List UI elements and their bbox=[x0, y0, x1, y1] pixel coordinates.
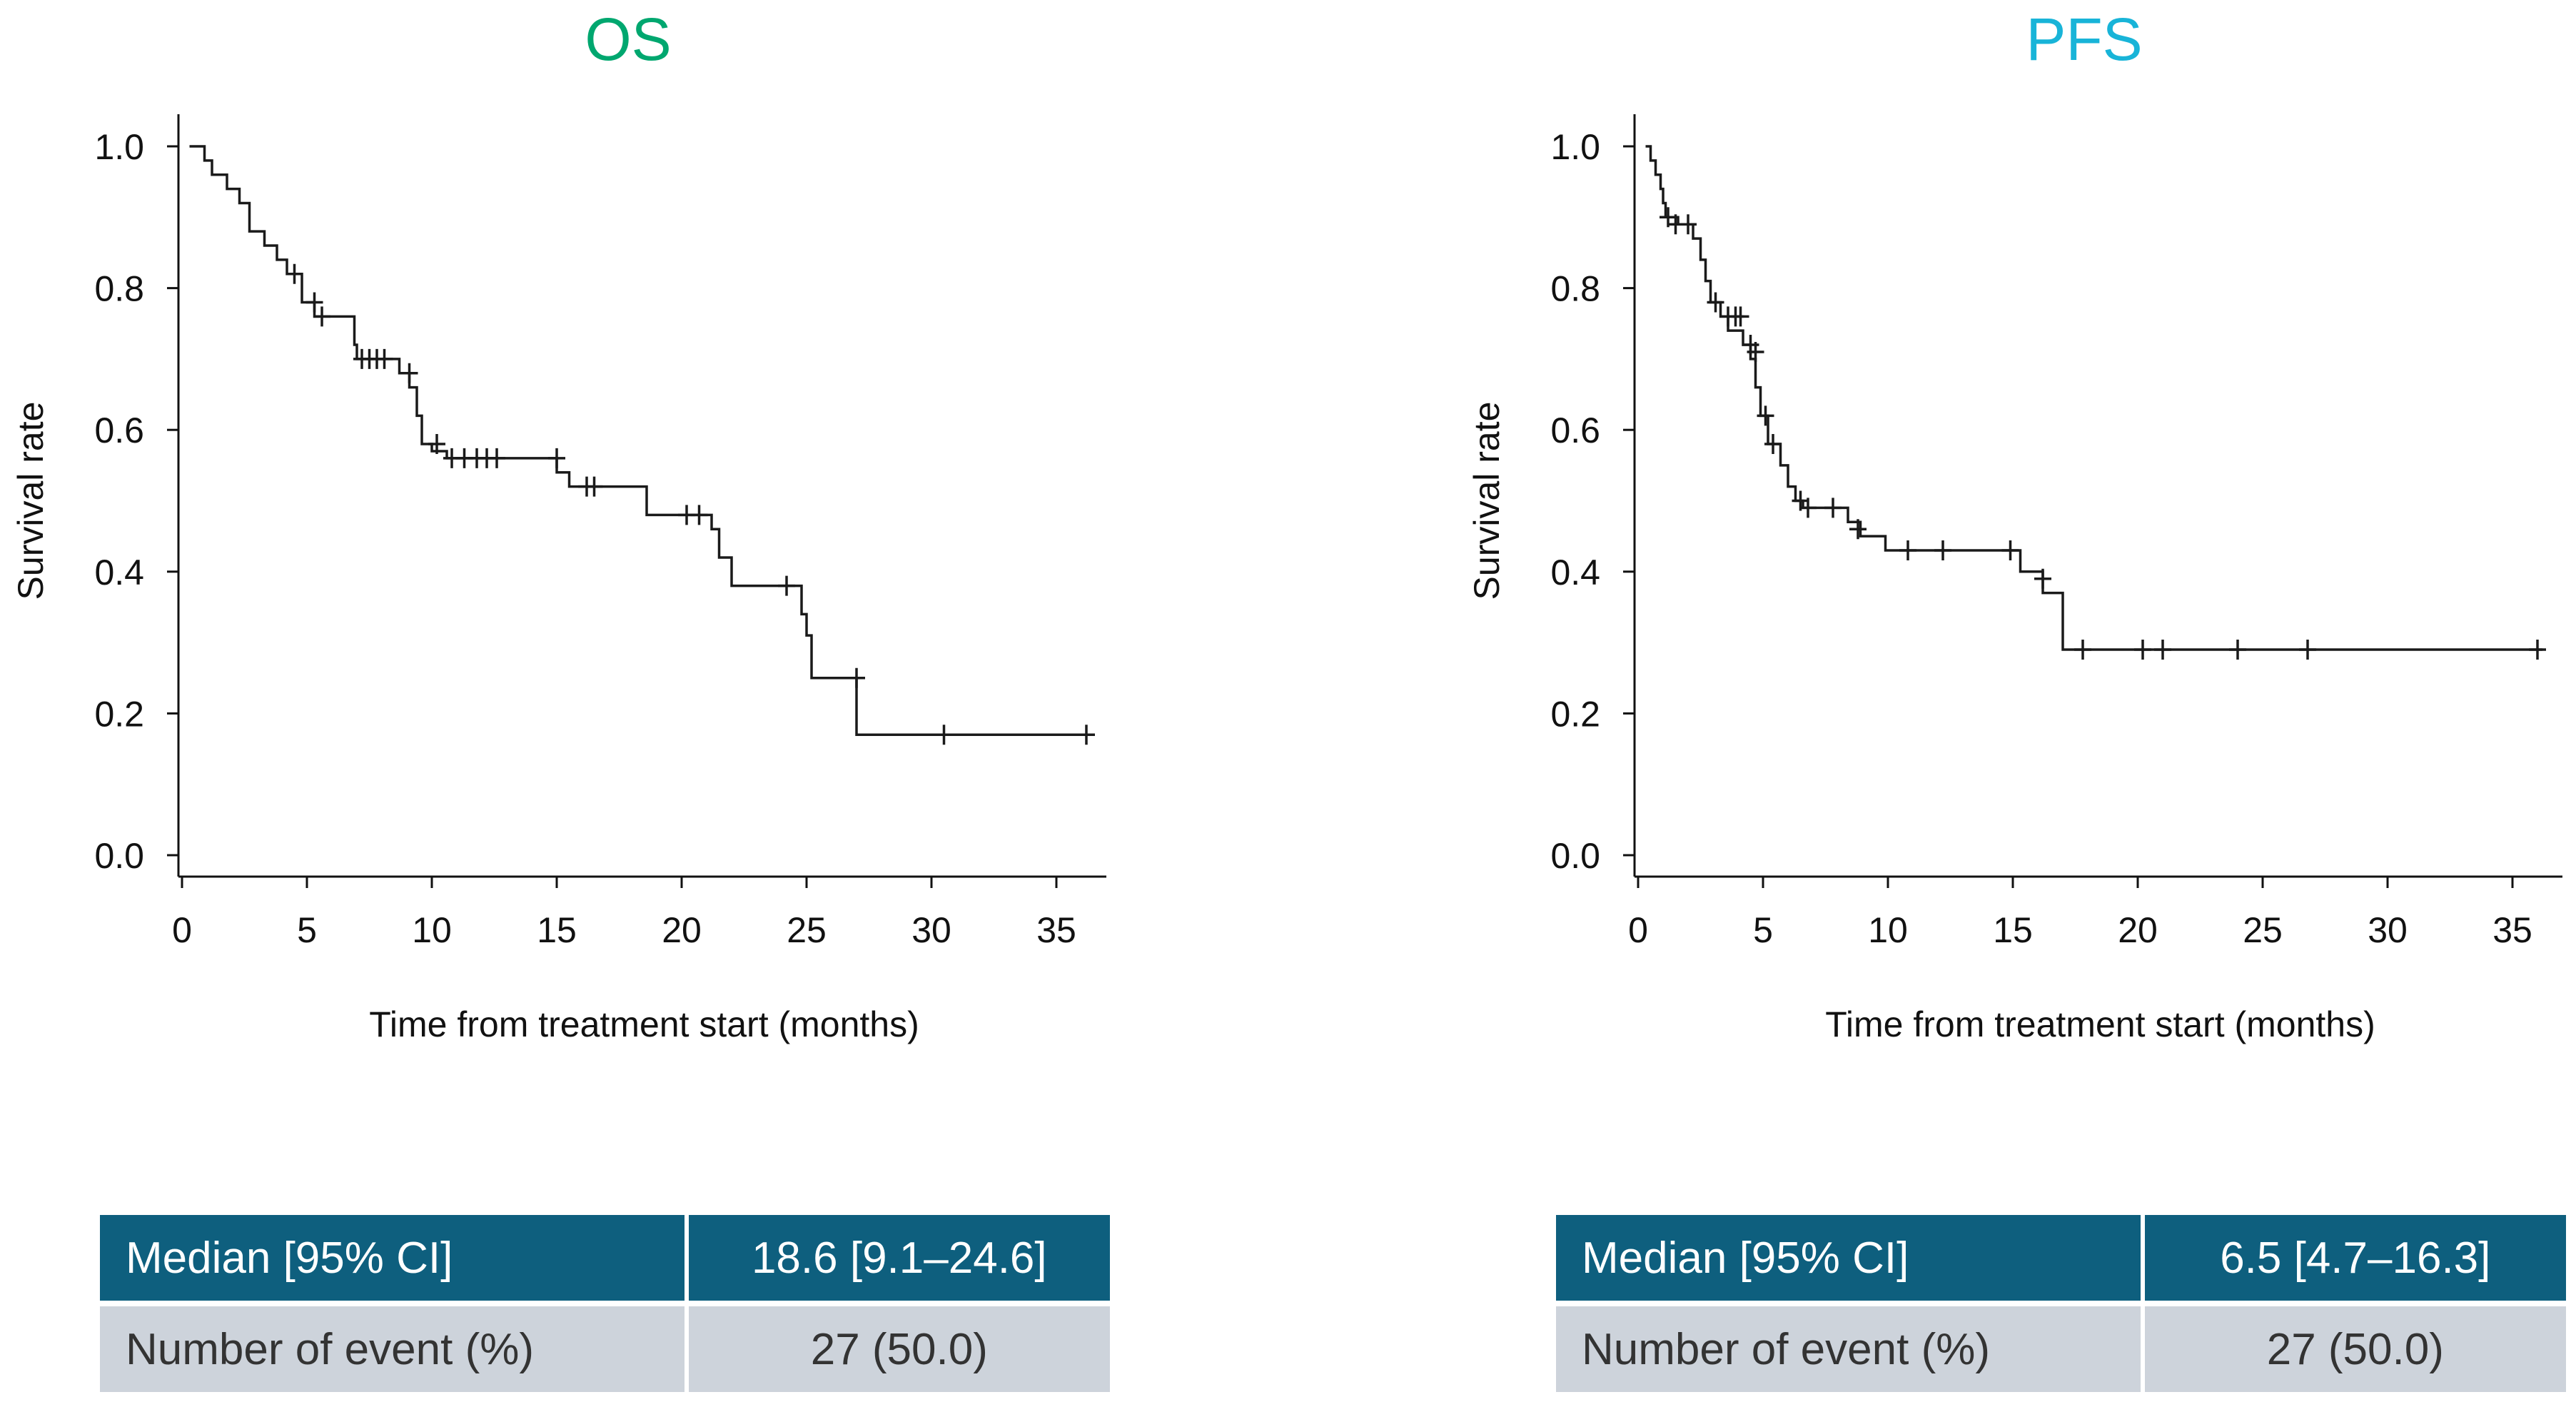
censor-mark bbox=[1078, 725, 1095, 745]
table-row: Median [95% CI] 6.5 [4.7–16.3] bbox=[1556, 1215, 2566, 1306]
pfs-km-chart: 0.0 0.2 0.4 0.6 0.8 1.0 0 5 10 15 20 25 30 35 Time fro… bbox=[1467, 114, 2562, 1044]
y-tick-label: 0.2 bbox=[1550, 694, 1600, 734]
median-value: 6.5 [4.7–16.3] bbox=[2140, 1215, 2566, 1306]
os-panel: OS 0.0 0.2 0.4 0.6 0.8 1.0 0 5 10 15 20 25 30 35 Time … bbox=[0, 0, 1271, 1412]
os-stats-table: Median [95% CI] 18.6 [9.1–24.6] Number o… bbox=[100, 1215, 1110, 1392]
censor-mark bbox=[2001, 540, 2019, 561]
x-tick-label: 10 bbox=[412, 910, 452, 950]
y-tick-label: 0.8 bbox=[1550, 269, 1600, 309]
pfs-panel: PFS 0.0 0.2 0.4 0.6 0.8 1.0 0 5 10 15 20 25 30 35 Time… bbox=[1456, 0, 2576, 1412]
censor-mark bbox=[1934, 540, 1951, 561]
censor-mark bbox=[778, 575, 795, 596]
x-tick-label: 10 bbox=[1868, 910, 1908, 950]
x-tick-label: 20 bbox=[2118, 910, 2158, 950]
censor-mark bbox=[375, 348, 393, 369]
censor-mark bbox=[1747, 341, 1764, 362]
x-axis-label: Time from treatment start (months) bbox=[1825, 1004, 2375, 1044]
censor-mark bbox=[2229, 640, 2246, 660]
y-tick-label: 0.0 bbox=[1550, 836, 1600, 876]
censor-mark bbox=[305, 292, 323, 313]
x-tick-label: 0 bbox=[172, 910, 192, 950]
censor-mark bbox=[2034, 568, 2051, 589]
y-tick-label: 0.6 bbox=[1550, 410, 1600, 450]
table-row: Number of event (%) 27 (50.0) bbox=[100, 1306, 1110, 1392]
table-row: Median [95% CI] 18.6 [9.1–24.6] bbox=[100, 1215, 1110, 1306]
y-axis-label: Survival rate bbox=[11, 402, 51, 600]
os-chart-title: OS bbox=[585, 6, 672, 73]
y-tick-label: 0.2 bbox=[94, 694, 144, 734]
censor-mark bbox=[400, 363, 418, 383]
censor-mark bbox=[1680, 214, 1697, 235]
censor-mark bbox=[690, 505, 708, 525]
x-tick-label: 25 bbox=[787, 910, 827, 950]
median-label: Median [95% CI] bbox=[1556, 1215, 2141, 1306]
x-axis-label: Time from treatment start (months) bbox=[369, 1004, 919, 1044]
censor-mark bbox=[2154, 640, 2171, 660]
censor-mark bbox=[313, 306, 330, 327]
y-tick-label: 0.6 bbox=[94, 410, 144, 450]
censor-mark bbox=[935, 725, 953, 745]
x-tick-label: 35 bbox=[1036, 910, 1076, 950]
y-tick-label: 1.0 bbox=[94, 127, 144, 167]
x-tick-label: 0 bbox=[1628, 910, 1648, 950]
censor-mark bbox=[2074, 640, 2091, 660]
x-tick-label: 15 bbox=[1993, 910, 2033, 950]
censor-mark bbox=[1757, 405, 1774, 426]
censor-mark bbox=[1732, 306, 1749, 327]
survival-curve bbox=[1645, 145, 2542, 651]
x-tick-label: 5 bbox=[1753, 910, 1773, 950]
censor-mark bbox=[2529, 640, 2546, 660]
x-tick-label: 35 bbox=[2492, 910, 2532, 950]
events-value: 27 (50.0) bbox=[684, 1306, 1110, 1392]
y-tick-label: 0.0 bbox=[94, 836, 144, 876]
events-label: Number of event (%) bbox=[1556, 1306, 2141, 1392]
censor-mark bbox=[286, 263, 303, 284]
censor-mark bbox=[1707, 292, 1724, 313]
x-tick-label: 30 bbox=[2368, 910, 2408, 950]
censor-mark bbox=[1899, 540, 1916, 561]
pfs-chart-title: PFS bbox=[2026, 6, 2143, 73]
censor-mark bbox=[2299, 640, 2316, 660]
x-tick-label: 15 bbox=[537, 910, 577, 950]
os-km-chart: 0.0 0.2 0.4 0.6 0.8 1.0 0 5 10 15 20 25 30 35 Time fro… bbox=[11, 114, 1106, 1044]
y-tick-label: 0.8 bbox=[94, 269, 144, 309]
censor-mark bbox=[548, 448, 565, 468]
pfs-stats-table: Median [95% CI] 6.5 [4.7–16.3] Number of… bbox=[1556, 1215, 2566, 1392]
censor-mark bbox=[428, 434, 445, 455]
survival-curve bbox=[189, 145, 1094, 736]
censor-mark bbox=[1849, 519, 1867, 540]
censor-mark bbox=[1824, 498, 1842, 518]
censor-mark bbox=[488, 448, 505, 468]
events-value: 27 (50.0) bbox=[2140, 1306, 2566, 1392]
censor-mark bbox=[848, 667, 865, 688]
median-value: 18.6 [9.1–24.6] bbox=[684, 1215, 1110, 1306]
censor-mark bbox=[585, 476, 603, 497]
x-tick-label: 30 bbox=[911, 910, 951, 950]
censor-mark bbox=[1799, 498, 1817, 518]
censor-mark bbox=[2134, 640, 2151, 660]
y-tick-label: 0.4 bbox=[94, 553, 144, 592]
x-tick-label: 20 bbox=[662, 910, 702, 950]
y-tick-label: 0.4 bbox=[1550, 553, 1600, 592]
censor-mark bbox=[1764, 434, 1782, 455]
x-tick-label: 25 bbox=[2243, 910, 2283, 950]
events-label: Number of event (%) bbox=[100, 1306, 685, 1392]
x-tick-label: 5 bbox=[297, 910, 317, 950]
y-tick-label: 1.0 bbox=[1550, 127, 1600, 167]
y-axis-label: Survival rate bbox=[1467, 402, 1507, 600]
table-row: Number of event (%) 27 (50.0) bbox=[1556, 1306, 2566, 1392]
median-label: Median [95% CI] bbox=[100, 1215, 685, 1306]
